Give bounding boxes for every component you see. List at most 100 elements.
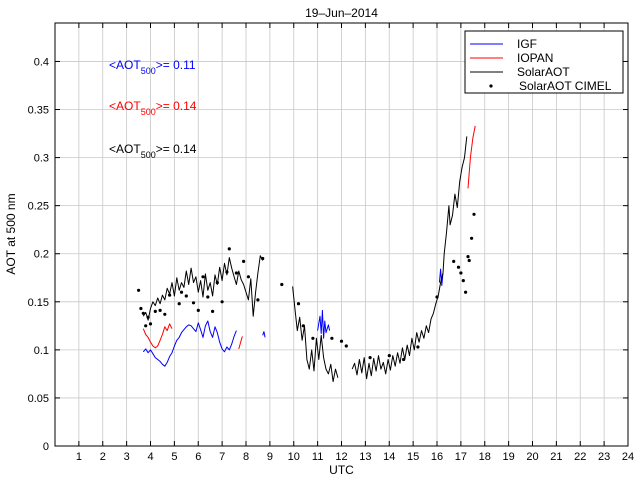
legend-cimel-marker: [489, 84, 493, 88]
annot-prefix: <AOT: [109, 142, 141, 156]
cimel-point: [402, 357, 406, 362]
x-tick-label: 7: [219, 451, 225, 463]
cimel-point: [153, 309, 157, 313]
series-solaraot-cimel: [137, 212, 476, 362]
legend-cimel-label: SolarAOT CIMEL: [519, 79, 612, 93]
cimel-point: [344, 344, 348, 348]
cimel-point: [339, 339, 344, 343]
mean-annotation: <AOT500>= 0.14: [109, 142, 197, 160]
cimel-point: [215, 281, 219, 285]
cimel-point: [163, 312, 167, 316]
y-tick-label: 0.1: [34, 345, 49, 357]
series-igf: [142, 268, 444, 367]
solaraot-line: [292, 286, 339, 383]
cimel-point: [137, 288, 141, 292]
series-solaraot: [142, 136, 468, 383]
chart-title: 19–Jun–2014: [305, 6, 378, 20]
mean-annotations: <AOT500>= 0.11<AOT500>= 0.14<AOT500>= 0.…: [109, 58, 197, 160]
cimel-point: [368, 356, 372, 360]
cimel-point: [201, 275, 205, 279]
y-axis-title: AOT at 500 nm: [4, 193, 18, 274]
x-tick-label: 14: [383, 451, 395, 463]
series-layer: [137, 125, 476, 383]
x-tick-label: 5: [171, 451, 177, 463]
cimel-point: [168, 293, 172, 297]
cimel-point: [225, 270, 229, 274]
x-tick-label: 15: [407, 451, 419, 463]
y-tick-label: 0.4: [34, 56, 49, 68]
igf-line: [317, 309, 331, 339]
legend-box: [464, 30, 624, 94]
x-tick-label: 2: [100, 451, 106, 463]
cimel-point: [144, 324, 148, 328]
cimel-point: [141, 311, 145, 315]
annot-subscript: 500: [141, 107, 156, 117]
x-tick-label: 9: [267, 451, 273, 463]
cimel-point: [234, 271, 238, 275]
mean-annotation: <AOT500>= 0.14: [109, 99, 197, 117]
cimel-point: [416, 345, 420, 349]
annot-suffix: >= 0.14: [156, 142, 197, 156]
annot-suffix: >= 0.14: [156, 99, 197, 113]
y-tick-label: 0: [43, 441, 49, 453]
cimel-point: [196, 308, 200, 312]
cimel-point: [211, 309, 215, 313]
cimel-point: [139, 306, 143, 311]
cimel-point: [206, 295, 210, 299]
cimel-point: [459, 271, 463, 275]
annot-suffix: >= 0.11: [156, 58, 196, 72]
cimel-point: [301, 324, 305, 328]
x-tick-label: 13: [359, 451, 371, 463]
legend: IGF IOPAN SolarAOT SolarAOT CIMEL: [464, 30, 624, 94]
annot-subscript: 500: [141, 66, 156, 76]
cimel-point: [148, 322, 153, 326]
cimel-point: [191, 301, 196, 305]
x-tick-label: 18: [479, 451, 491, 463]
cimel-point: [280, 282, 284, 287]
x-tick-label: 8: [243, 451, 249, 463]
x-tick-label: 11: [312, 451, 323, 463]
igf-line: [142, 320, 237, 367]
cimel-point: [296, 302, 301, 306]
cimel-point: [184, 294, 188, 298]
x-tick-label: 24: [622, 451, 634, 463]
x-tick-label: 4: [147, 451, 153, 463]
cimel-point: [177, 302, 181, 306]
x-tick-label: 17: [455, 451, 467, 463]
cimel-point: [461, 279, 465, 283]
y-tick-label: 0.2: [34, 249, 49, 261]
cimel-point: [227, 247, 231, 251]
cimel-point: [158, 308, 162, 312]
y-tick-label: 0.15: [28, 297, 49, 309]
iopan-line: [142, 323, 173, 349]
x-tick-label: 19: [503, 451, 515, 463]
iopan-line: [467, 125, 476, 189]
cimel-point: [242, 259, 246, 263]
x-tick-label: 3: [124, 451, 130, 463]
x-tick-label: 6: [195, 451, 201, 463]
cimel-point: [435, 295, 439, 299]
x-tick-label: 16: [431, 451, 443, 463]
legend-solaraot-label: SolarAOT: [517, 65, 570, 79]
cimel-point: [179, 290, 184, 294]
series-iopan: [142, 125, 476, 350]
legend-iopan-label: IOPAN: [517, 51, 553, 65]
cimel-point: [220, 300, 224, 304]
cimel-point: [387, 354, 391, 358]
y-tick-label: 0.3: [34, 153, 49, 165]
annot-prefix: <AOT: [109, 58, 141, 72]
solaraot-line: [351, 136, 468, 380]
cimel-point: [456, 265, 461, 269]
x-tick-label: 21: [550, 451, 562, 463]
y-tick-label: 0.25: [28, 201, 49, 213]
iopan-line: [238, 336, 243, 350]
cimel-point: [470, 236, 474, 240]
x-tick-label: 23: [598, 451, 610, 463]
y-tick-label: 0.35: [28, 105, 49, 117]
cimel-point: [466, 255, 470, 259]
x-tick-label: 10: [288, 451, 300, 463]
x-axis-title: UTC: [329, 463, 354, 477]
cimel-point: [330, 336, 334, 340]
cimel-point: [311, 336, 315, 340]
